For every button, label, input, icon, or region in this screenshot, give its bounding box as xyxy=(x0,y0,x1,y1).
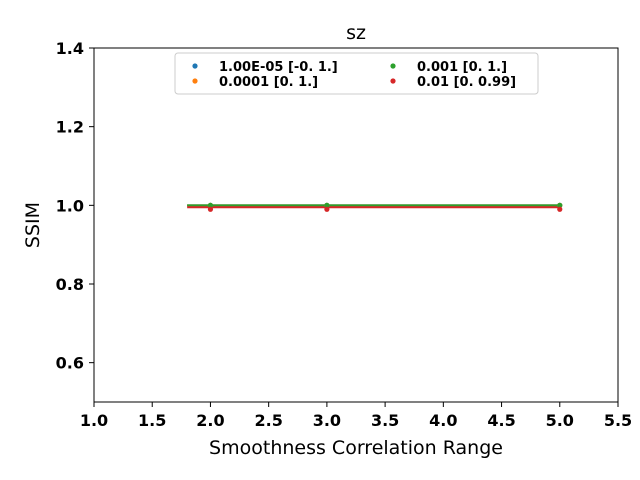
x-tick-label: 3.5 xyxy=(371,411,399,430)
y-axis-title: SSIM xyxy=(22,202,44,248)
y-tick-label: 1.0 xyxy=(56,196,84,215)
x-tick-label: 4.0 xyxy=(429,411,457,430)
legend-marker-3 xyxy=(390,63,396,69)
x-tick-label: 3.0 xyxy=(313,411,341,430)
legend: 1.00E-05 [-0. 1.]0.0001 [0. 1.] 0.001 [0.… xyxy=(174,52,539,95)
chart-title: sz xyxy=(346,22,366,44)
y-tick-label: 1.2 xyxy=(56,118,84,137)
y-tick-label: 1.4 xyxy=(56,39,84,58)
legend-label-1: 1.00E-05 [-0. 1.] xyxy=(219,60,338,75)
x-axis-title: Smoothness Correlation Range xyxy=(209,437,503,459)
y-tick-label: 0.6 xyxy=(56,354,84,373)
series-3-point xyxy=(557,202,563,208)
series-4-point xyxy=(207,206,214,212)
y-tick-label: 0.8 xyxy=(56,275,84,294)
legend-label-3: 0.001 [0. 1.] xyxy=(417,60,507,75)
x-tick-label: 1.5 xyxy=(138,411,166,430)
legend-marker-2 xyxy=(192,78,198,84)
legend-marker-1 xyxy=(192,63,198,69)
x-tick-label: 1.0 xyxy=(80,411,108,430)
x-tick-label: 5.5 xyxy=(604,411,632,430)
plot-area xyxy=(93,47,619,403)
legend-label-2: 0.0001 [0. 1.] xyxy=(219,75,318,90)
x-tick-label: 2.0 xyxy=(196,411,224,430)
legend-marker-4 xyxy=(390,78,396,84)
legend-label-4: 0.01 [0. 0.99] xyxy=(417,75,516,90)
series-3-point xyxy=(324,202,330,208)
series-4-point xyxy=(324,206,330,212)
x-tick-label: 4.5 xyxy=(487,411,515,430)
legend-box xyxy=(174,52,539,95)
x-tick-label: 5.0 xyxy=(546,411,574,430)
x-tick-label: 2.5 xyxy=(254,411,282,430)
series-3-point xyxy=(207,202,214,208)
series-4-point xyxy=(557,206,563,212)
